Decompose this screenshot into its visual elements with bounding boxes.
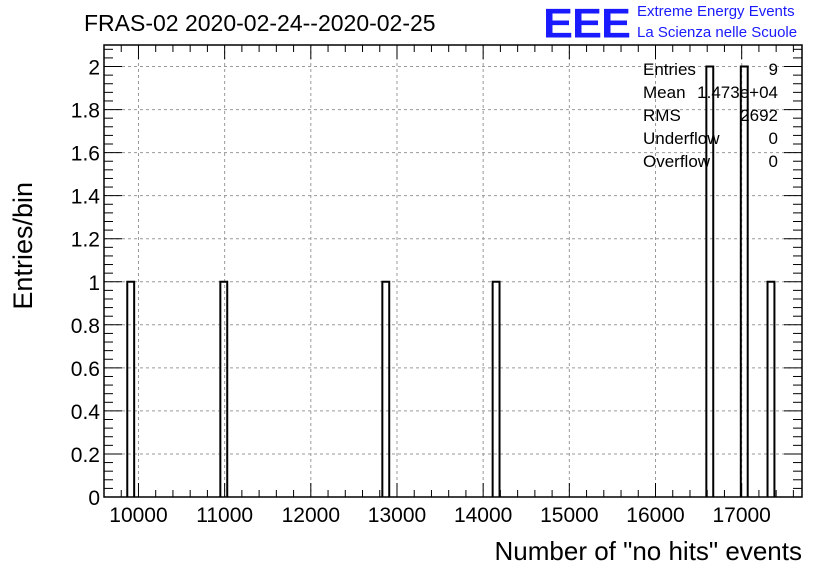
axis-tick-labels: 10000 11000 12000 13000 14000 15000 16000 17000… xyxy=(71,57,771,527)
y-tick-label: 1 xyxy=(88,272,100,295)
x-tick-label: 17000 xyxy=(712,504,770,527)
eee-logo: EEE xyxy=(543,0,631,47)
x-tick-label: 15000 xyxy=(540,504,598,527)
y-tick-label: 0.8 xyxy=(71,315,100,338)
x-tick-label: 13000 xyxy=(368,504,426,527)
histogram-bar xyxy=(381,280,391,497)
y-tick-label: 2 xyxy=(88,57,100,80)
y-tick-label: 0.2 xyxy=(71,444,100,467)
stat-overflow-label: Overflow xyxy=(643,152,711,171)
y-tick-label: 0.4 xyxy=(71,401,101,424)
x-tick-label: 14000 xyxy=(454,504,512,527)
y-tick-label: 1.6 xyxy=(71,143,100,166)
stat-entries-label: Entries xyxy=(643,60,696,79)
x-axis-label: Number of "no hits" events xyxy=(494,536,803,566)
logo-line-1: Extreme Energy Events xyxy=(637,3,795,20)
stat-rms-label: RMS xyxy=(643,106,681,125)
chart-title: FRAS-02 2020-02-24--2020-02-25 xyxy=(84,10,436,36)
histogram-bar xyxy=(219,280,229,497)
y-tick-label: 1.8 xyxy=(71,100,100,123)
y-tick-label: 0 xyxy=(88,487,100,510)
y-tick-label: 0.6 xyxy=(71,358,100,381)
x-tick-label: 10000 xyxy=(109,504,167,527)
stat-underflow-label: Underflow xyxy=(643,129,720,148)
histogram-bar xyxy=(491,280,501,497)
stat-entries-value: 9 xyxy=(768,60,778,79)
histogram-bar xyxy=(766,280,776,497)
stat-rms-value: 2692 xyxy=(740,106,778,125)
stat-overflow-value: 0 xyxy=(768,152,778,171)
histogram-bar xyxy=(705,65,715,497)
x-tick-label: 16000 xyxy=(626,504,684,527)
plot-frame xyxy=(103,44,803,498)
x-tick-label: 12000 xyxy=(282,504,340,527)
x-tick-label: 11000 xyxy=(196,504,253,527)
histogram-bar xyxy=(126,280,136,497)
stat-mean-label: Mean xyxy=(643,83,686,102)
stat-underflow-value: 0 xyxy=(768,129,778,148)
y-tick-label: 1.2 xyxy=(71,229,100,252)
axis-ticks xyxy=(103,45,802,498)
grid-lines xyxy=(104,45,802,497)
y-axis-label: Entries/bin xyxy=(8,182,38,310)
stat-mean-value: 1.473e+04 xyxy=(697,83,778,102)
histogram-bar xyxy=(739,65,749,497)
histogram-bars xyxy=(126,65,776,497)
logo-line-2: La Scienza nelle Scuole xyxy=(637,24,798,41)
y-tick-label: 1.4 xyxy=(71,186,101,209)
